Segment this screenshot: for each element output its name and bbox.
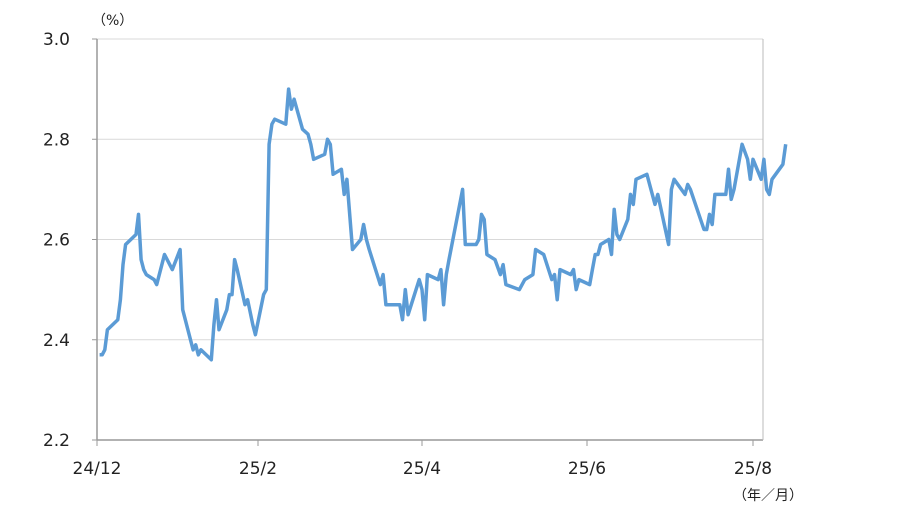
x-tick-label: 25/8 [734,459,772,479]
x-tick-label: 25/4 [403,459,441,479]
x-tick-label: 25/2 [239,459,277,479]
y-tick-label: 2.6 [43,231,70,251]
x-tick-label: 25/6 [568,459,606,479]
gridlines [92,38,763,446]
x-tick-label: 24/12 [73,459,122,479]
x-axis-unit-label: （年／月） [733,488,803,504]
y-axis-unit-label: （%） [92,13,133,29]
series-group [99,87,788,362]
y-tick-label: 3.0 [43,30,70,50]
y-tick-labels: 2.2 2.4 2.6 2.8 3.0 [43,30,70,451]
y-tick-label: 2.2 [43,431,70,451]
y-tick-label: 2.4 [43,331,70,351]
y-tick-label: 2.8 [43,130,70,150]
series-line [99,87,788,362]
x-tick-labels: 24/12 25/2 25/4 25/6 25/8 [73,459,773,479]
